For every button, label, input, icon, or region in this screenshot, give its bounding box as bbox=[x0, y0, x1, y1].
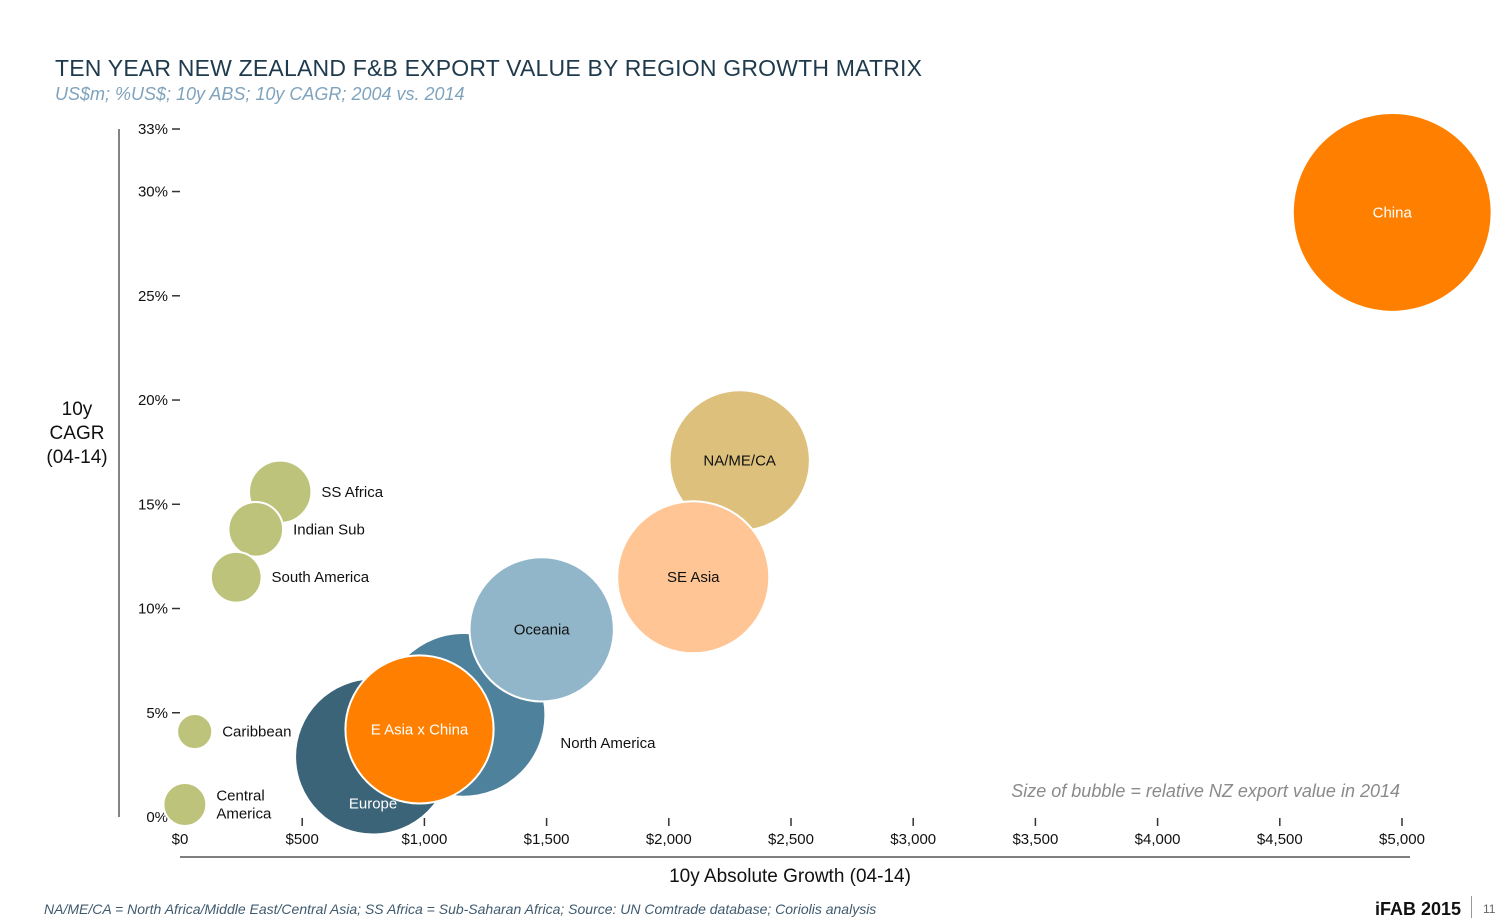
y-tick-label: 0% bbox=[146, 809, 168, 826]
bubble-label-e-asia-x-china: E Asia x China bbox=[371, 721, 469, 738]
bubble-central-america bbox=[162, 782, 208, 827]
chart-title: TEN YEAR NEW ZEALAND F&B EXPORT VALUE BY… bbox=[55, 55, 923, 81]
chart-bubbles bbox=[162, 111, 1493, 836]
brand-logo-text: iFAB 2015 bbox=[1375, 899, 1462, 919]
y-tick-label: 33% bbox=[138, 121, 168, 138]
y-tick-label: 15% bbox=[138, 496, 168, 513]
bubble-size-note: Size of bubble = relative NZ export valu… bbox=[1011, 781, 1400, 801]
bubble-label-se-asia: SE Asia bbox=[667, 569, 720, 586]
y-axis-label: 10y CAGR (04-14) bbox=[46, 399, 108, 468]
chart-bubble-labels: Europe North America E Asia x China Oceania… bbox=[216, 204, 1412, 822]
footer-divider bbox=[1471, 896, 1472, 918]
x-tick-label: $4,500 bbox=[1257, 831, 1303, 848]
bubble-caribbean bbox=[176, 712, 214, 751]
bubble-south-america bbox=[209, 550, 263, 604]
y-tick-label: 10% bbox=[138, 601, 168, 618]
x-tick-label: $1,500 bbox=[524, 831, 570, 848]
bubble-label-central-america: Central America bbox=[216, 787, 272, 822]
x-tick-label: $0 bbox=[172, 831, 189, 848]
bubble-label-europe: Europe bbox=[349, 795, 397, 812]
x-tick-label: $3,000 bbox=[890, 831, 936, 848]
x-tick-label: $5,000 bbox=[1379, 831, 1425, 848]
y-tick-label: 20% bbox=[138, 392, 168, 409]
x-tick-label: $3,500 bbox=[1012, 831, 1058, 848]
bubble-label-caribbean: Caribbean bbox=[222, 724, 291, 741]
x-tick-label: $2,000 bbox=[646, 831, 692, 848]
bubble-label-na-me-ca: NA/ME/CA bbox=[703, 452, 776, 469]
bubble-label-china: China bbox=[1373, 204, 1413, 221]
bubble-label-indian-sub: Indian Sub bbox=[293, 521, 365, 538]
x-tick-label: $4,000 bbox=[1135, 831, 1181, 848]
x-axis-label: 10y Absolute Growth (04-14) bbox=[669, 866, 911, 887]
page-number: 11 bbox=[1483, 902, 1496, 916]
bubble-label-ss-africa: SS Africa bbox=[321, 484, 383, 501]
chart-subtitle: US$m; %US$; 10y ABS; 10y CAGR; 2004 vs. … bbox=[55, 84, 465, 104]
x-tick-label: $1,000 bbox=[401, 831, 447, 848]
bubble-china bbox=[1291, 111, 1493, 313]
chart-axes: 0% 5% 10% 15% 20% 25% 30% 33% $0 $500 $1,000 $1,500… bbox=[118, 121, 1425, 858]
bubble-oceania bbox=[468, 556, 615, 703]
bubble-se-asia bbox=[616, 500, 771, 655]
bubble-label-oceania: Oceania bbox=[514, 621, 571, 638]
x-tick-label: $500 bbox=[286, 831, 319, 848]
y-tick-label: 5% bbox=[146, 705, 168, 722]
bubble-e-asia-x-china bbox=[344, 654, 495, 805]
y-tick-label: 25% bbox=[138, 288, 168, 305]
bubble-label-north-america: North America bbox=[560, 735, 656, 752]
footnote: NA/ME/CA = North Africa/Middle East/Cent… bbox=[44, 901, 877, 917]
bubble-label-south-america: South America bbox=[272, 569, 370, 586]
bubble-indian-sub bbox=[227, 500, 285, 558]
x-tick-label: $2,500 bbox=[768, 831, 814, 848]
y-tick-label: 30% bbox=[138, 184, 168, 201]
